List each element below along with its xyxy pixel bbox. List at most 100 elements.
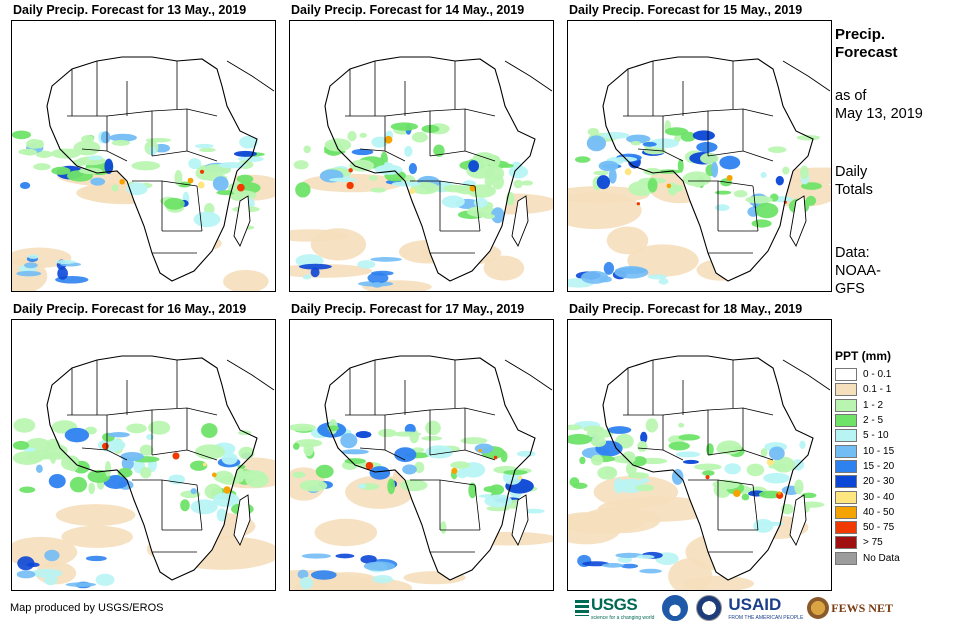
usgs-mark-icon: [575, 600, 589, 616]
country-border: [464, 407, 496, 416]
precip-cell: [111, 139, 131, 146]
dry-zone-blob: [668, 558, 713, 590]
precip-cell: [626, 134, 651, 144]
country-border: [742, 108, 774, 117]
precip-cell: [456, 468, 469, 479]
precip-cell: [486, 505, 510, 512]
precip-cell: [672, 184, 684, 192]
precip-cell: [299, 479, 328, 492]
precip-cell: [763, 472, 790, 484]
heavy-precip-spot: [766, 458, 774, 466]
precip-cell: [148, 420, 171, 435]
precip-cell: [302, 274, 312, 280]
precip-cell: [324, 138, 352, 152]
precip-cell: [586, 429, 614, 439]
heavy-precip-spot: [733, 489, 741, 498]
panel-title: Daily Precip. Forecast for 14 May., 2019: [291, 3, 525, 17]
precip-cell: [620, 563, 639, 569]
country-border: [429, 150, 496, 162]
legend-label: 1 - 2: [863, 399, 884, 411]
country-border: [637, 447, 684, 461]
madagascar-outline: [511, 195, 529, 248]
madagascar-outline: [233, 494, 251, 547]
heavy-precip-spot: [469, 185, 477, 192]
precip-cell: [360, 554, 377, 564]
legend-item: 0 - 0.1: [835, 367, 900, 382]
madagascar-outline: [789, 195, 807, 248]
precip-cell: [425, 445, 454, 459]
precip-cell: [640, 477, 650, 484]
usgs-tagline: science for a changing world: [591, 615, 655, 621]
precip-cell: [367, 272, 389, 284]
precip-cell: [297, 569, 309, 579]
precip-cell: [671, 469, 684, 485]
precip-cell: [103, 475, 129, 489]
precip-cell: [642, 141, 657, 147]
precip-cell: [349, 159, 375, 172]
country-border: [196, 185, 203, 232]
precip-cell: [35, 464, 43, 474]
legend-title: PPT (mm): [835, 349, 892, 363]
legend-label: 50 - 75: [863, 522, 895, 534]
precip-cell: [483, 213, 495, 219]
precip-cell: [628, 472, 649, 479]
precip-cell: [640, 431, 648, 444]
precip-cell: [581, 270, 609, 284]
precip-cell: [400, 479, 428, 492]
legend-swatch: [835, 536, 857, 550]
precip-cell: [35, 150, 53, 158]
precip-cell: [235, 468, 245, 483]
precip-cell: [635, 484, 655, 492]
precip-cell: [340, 433, 358, 449]
as-of-value: May 13, 2019: [835, 106, 923, 122]
precip-cell: [460, 437, 488, 445]
heavy-precip-spot: [518, 476, 522, 480]
precip-cell: [443, 184, 468, 193]
legend-swatch: [835, 383, 857, 397]
precip-cell: [800, 165, 809, 180]
as-of-date: as of May 13, 2019: [835, 87, 923, 123]
precip-cell: [440, 521, 447, 534]
precip-cell: [359, 132, 367, 138]
precip-cell: [315, 464, 334, 479]
fews-net-text: FEWS NET: [831, 600, 893, 615]
legend-label: 30 - 40: [863, 491, 895, 503]
precip-cell: [301, 553, 332, 559]
legend-swatch: [835, 551, 857, 565]
precip-cell: [195, 143, 214, 149]
precip-cell: [180, 499, 190, 512]
precip-cell: [16, 570, 36, 579]
precip-cell: [43, 574, 58, 586]
precip-cell: [190, 488, 197, 495]
country-border: [707, 449, 774, 461]
precip-cell: [212, 492, 240, 508]
precip-cell: [700, 152, 719, 164]
legend-item: 40 - 50: [835, 505, 900, 520]
heavy-precip-spot: [101, 442, 109, 450]
precip-cell: [630, 140, 641, 146]
country-border: [81, 447, 128, 461]
precip-cell: [678, 434, 700, 441]
precip-cell: [760, 448, 768, 457]
panel-title: Daily Precip. Forecast for 15 May., 2019: [569, 3, 803, 17]
precip-cell: [370, 187, 387, 193]
map-graphic: [290, 56, 553, 291]
legend-swatch: [835, 429, 857, 443]
precip-cell: [73, 140, 101, 156]
precip-cell: [664, 127, 688, 136]
precip-cell: [782, 166, 790, 175]
precip-cell: [310, 570, 337, 580]
precip-cell: [617, 556, 632, 564]
legend-item: 50 - 75: [835, 520, 900, 535]
noaa-seal-icon: [662, 595, 689, 621]
dry-zone-blob: [568, 191, 642, 230]
legend-item: 2 - 5: [835, 413, 900, 428]
heavy-precip-spot: [346, 181, 354, 190]
precip-cell: [100, 131, 111, 144]
precip-cell: [303, 145, 311, 154]
country-border: [707, 150, 774, 162]
heavy-precip-spot: [624, 168, 632, 176]
precip-cell: [801, 182, 822, 190]
heavy-precip-spot: [202, 462, 207, 467]
precip-cell: [801, 492, 817, 499]
